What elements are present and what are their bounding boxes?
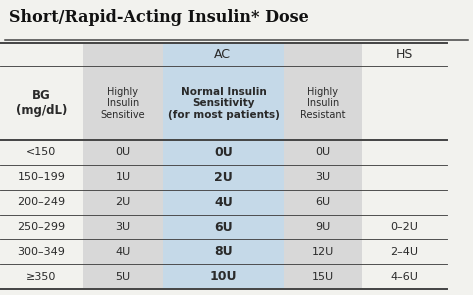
- Text: 3U: 3U: [115, 222, 131, 232]
- Text: 12U: 12U: [312, 247, 334, 257]
- Text: 2U: 2U: [115, 197, 131, 207]
- Text: AC: AC: [214, 48, 231, 61]
- Text: 0U: 0U: [115, 148, 131, 158]
- Text: HS: HS: [396, 48, 413, 61]
- Bar: [83, 43, 163, 289]
- Text: 2–4U: 2–4U: [390, 247, 419, 257]
- Text: 8U: 8U: [214, 245, 233, 258]
- Text: Short/Rapid-Acting Insulin* Dose: Short/Rapid-Acting Insulin* Dose: [9, 9, 309, 26]
- Text: 3U: 3U: [315, 172, 330, 182]
- Text: 6U: 6U: [315, 197, 330, 207]
- Text: 6U: 6U: [214, 220, 233, 234]
- Text: 0U: 0U: [214, 146, 233, 159]
- Text: Normal Insulin
Sensitivity
(for most patients): Normal Insulin Sensitivity (for most pat…: [167, 86, 280, 120]
- Text: 0U: 0U: [315, 148, 330, 158]
- Text: 0–2U: 0–2U: [391, 222, 418, 232]
- Text: <150: <150: [26, 148, 56, 158]
- Text: 4–6U: 4–6U: [391, 272, 418, 282]
- Text: 4U: 4U: [214, 196, 233, 209]
- Text: 300–349: 300–349: [18, 247, 65, 257]
- Text: 1U: 1U: [115, 172, 131, 182]
- Text: 250–299: 250–299: [18, 222, 65, 232]
- Text: 10U: 10U: [210, 270, 237, 283]
- Text: 200–249: 200–249: [18, 197, 65, 207]
- Text: 4U: 4U: [115, 247, 131, 257]
- Text: 150–199: 150–199: [18, 172, 65, 182]
- Text: Highly
Insulin
Resistant: Highly Insulin Resistant: [300, 86, 346, 120]
- Text: 9U: 9U: [315, 222, 331, 232]
- Text: 2U: 2U: [214, 171, 233, 184]
- Text: 5U: 5U: [115, 272, 131, 282]
- Text: Highly
Insulin
Sensitive: Highly Insulin Sensitive: [101, 86, 145, 120]
- Bar: [284, 43, 362, 289]
- Bar: [163, 43, 284, 289]
- Text: 15U: 15U: [312, 272, 334, 282]
- Text: BG
(mg/dL): BG (mg/dL): [16, 89, 67, 117]
- Text: ≥350: ≥350: [26, 272, 57, 282]
